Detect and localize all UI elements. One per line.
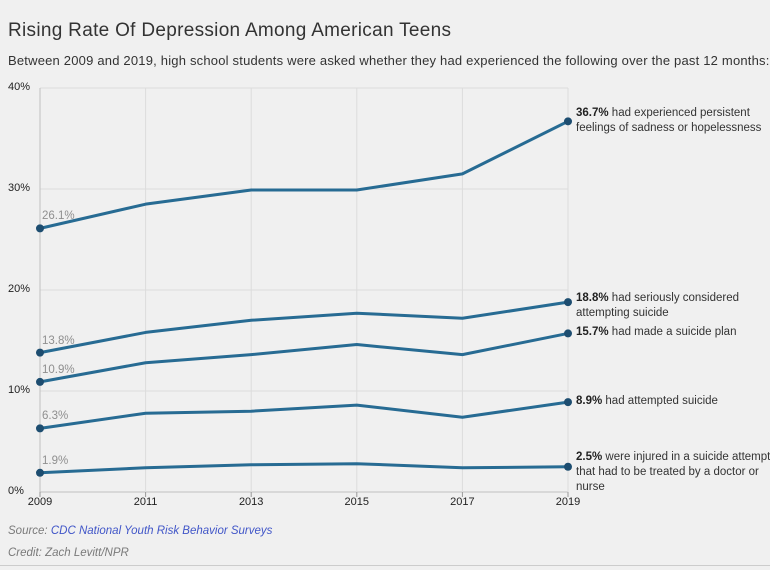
series-start-dot-persistent-sadness-or-hopelessness (36, 224, 44, 233)
series-line-persistent-sadness-or-hopelessness (38, 119, 570, 230)
chart-subtitle: Between 2009 and 2019, high school stude… (8, 53, 770, 68)
series-start-dot-attempted-suicide (36, 424, 44, 433)
series-start-dot-injured-in-suicide-attempt (36, 468, 44, 477)
series-line-attempted-suicide (38, 400, 570, 430)
source-line: Source: CDC National Youth Risk Behavior… (8, 525, 272, 537)
series-line-injured-in-suicide-attempt (38, 462, 570, 475)
chart-title: Rising Rate Of Depression Among American… (8, 19, 452, 41)
series-line-made-a-suicide-plan (38, 331, 570, 384)
series-end-dot-injured-in-suicide-attempt (564, 462, 572, 471)
bottom-divider (0, 565, 770, 566)
source-link[interactable]: CDC National Youth Risk Behavior Surveys (50, 525, 273, 537)
source-prefix-label: Source: (8, 525, 51, 537)
series-end-dot-seriously-considered-attempting-suicide (564, 298, 572, 307)
series-end-dot-persistent-sadness-or-hopelessness (564, 117, 572, 126)
series-start-dot-seriously-considered-attempting-suicide (36, 348, 44, 357)
series-line-seriously-considered-attempting-suicide (38, 300, 570, 355)
series-end-dot-made-a-suicide-plan (564, 329, 572, 338)
credit-line: Credit: Zach Levitt/NPR (8, 547, 129, 559)
series-end-dot-attempted-suicide (564, 398, 572, 407)
series-start-dot-made-a-suicide-plan (36, 377, 44, 386)
